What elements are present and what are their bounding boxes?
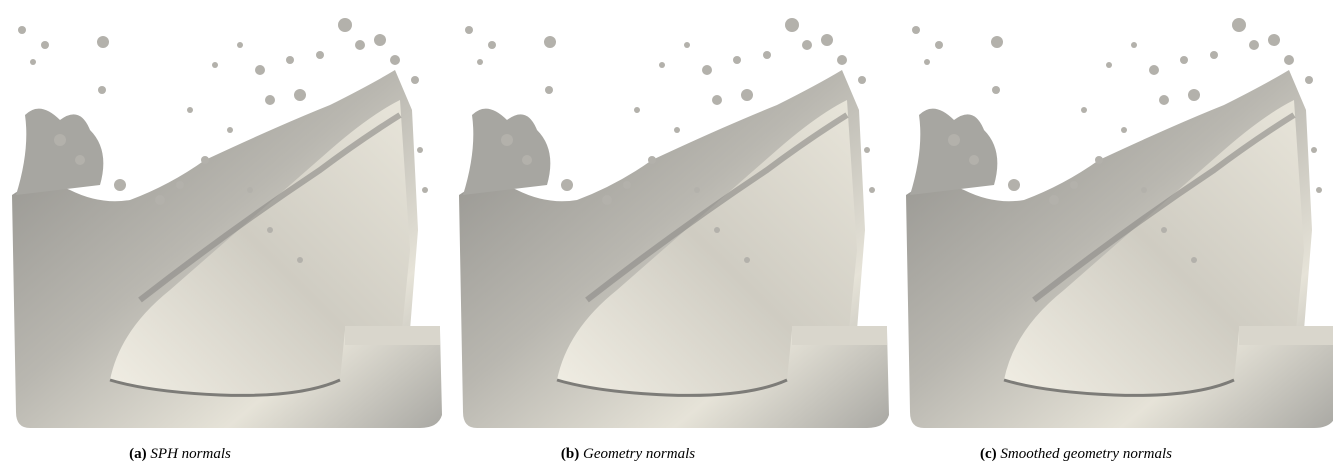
caption-text: Smoothed geometry normals [1000,446,1172,462]
caption-label: (a) [129,446,147,462]
caption: (a) SPH normals [129,446,231,462]
render-b [459,18,889,428]
caption: (c) Smoothed geometry normals [980,446,1172,462]
page: (a) SPH normals (b) Geometry normals (c)… [0,0,1333,468]
caption-text: SPH normals [150,446,231,462]
figure: (a) SPH normals (b) Geometry normals (c)… [0,0,1333,468]
caption-label: (c) [980,446,997,462]
caption: (b) Geometry normals [561,446,695,462]
render-a [12,18,442,428]
caption-text: Geometry normals [583,446,695,462]
caption-label: (b) [561,446,579,462]
render-c [906,18,1333,428]
